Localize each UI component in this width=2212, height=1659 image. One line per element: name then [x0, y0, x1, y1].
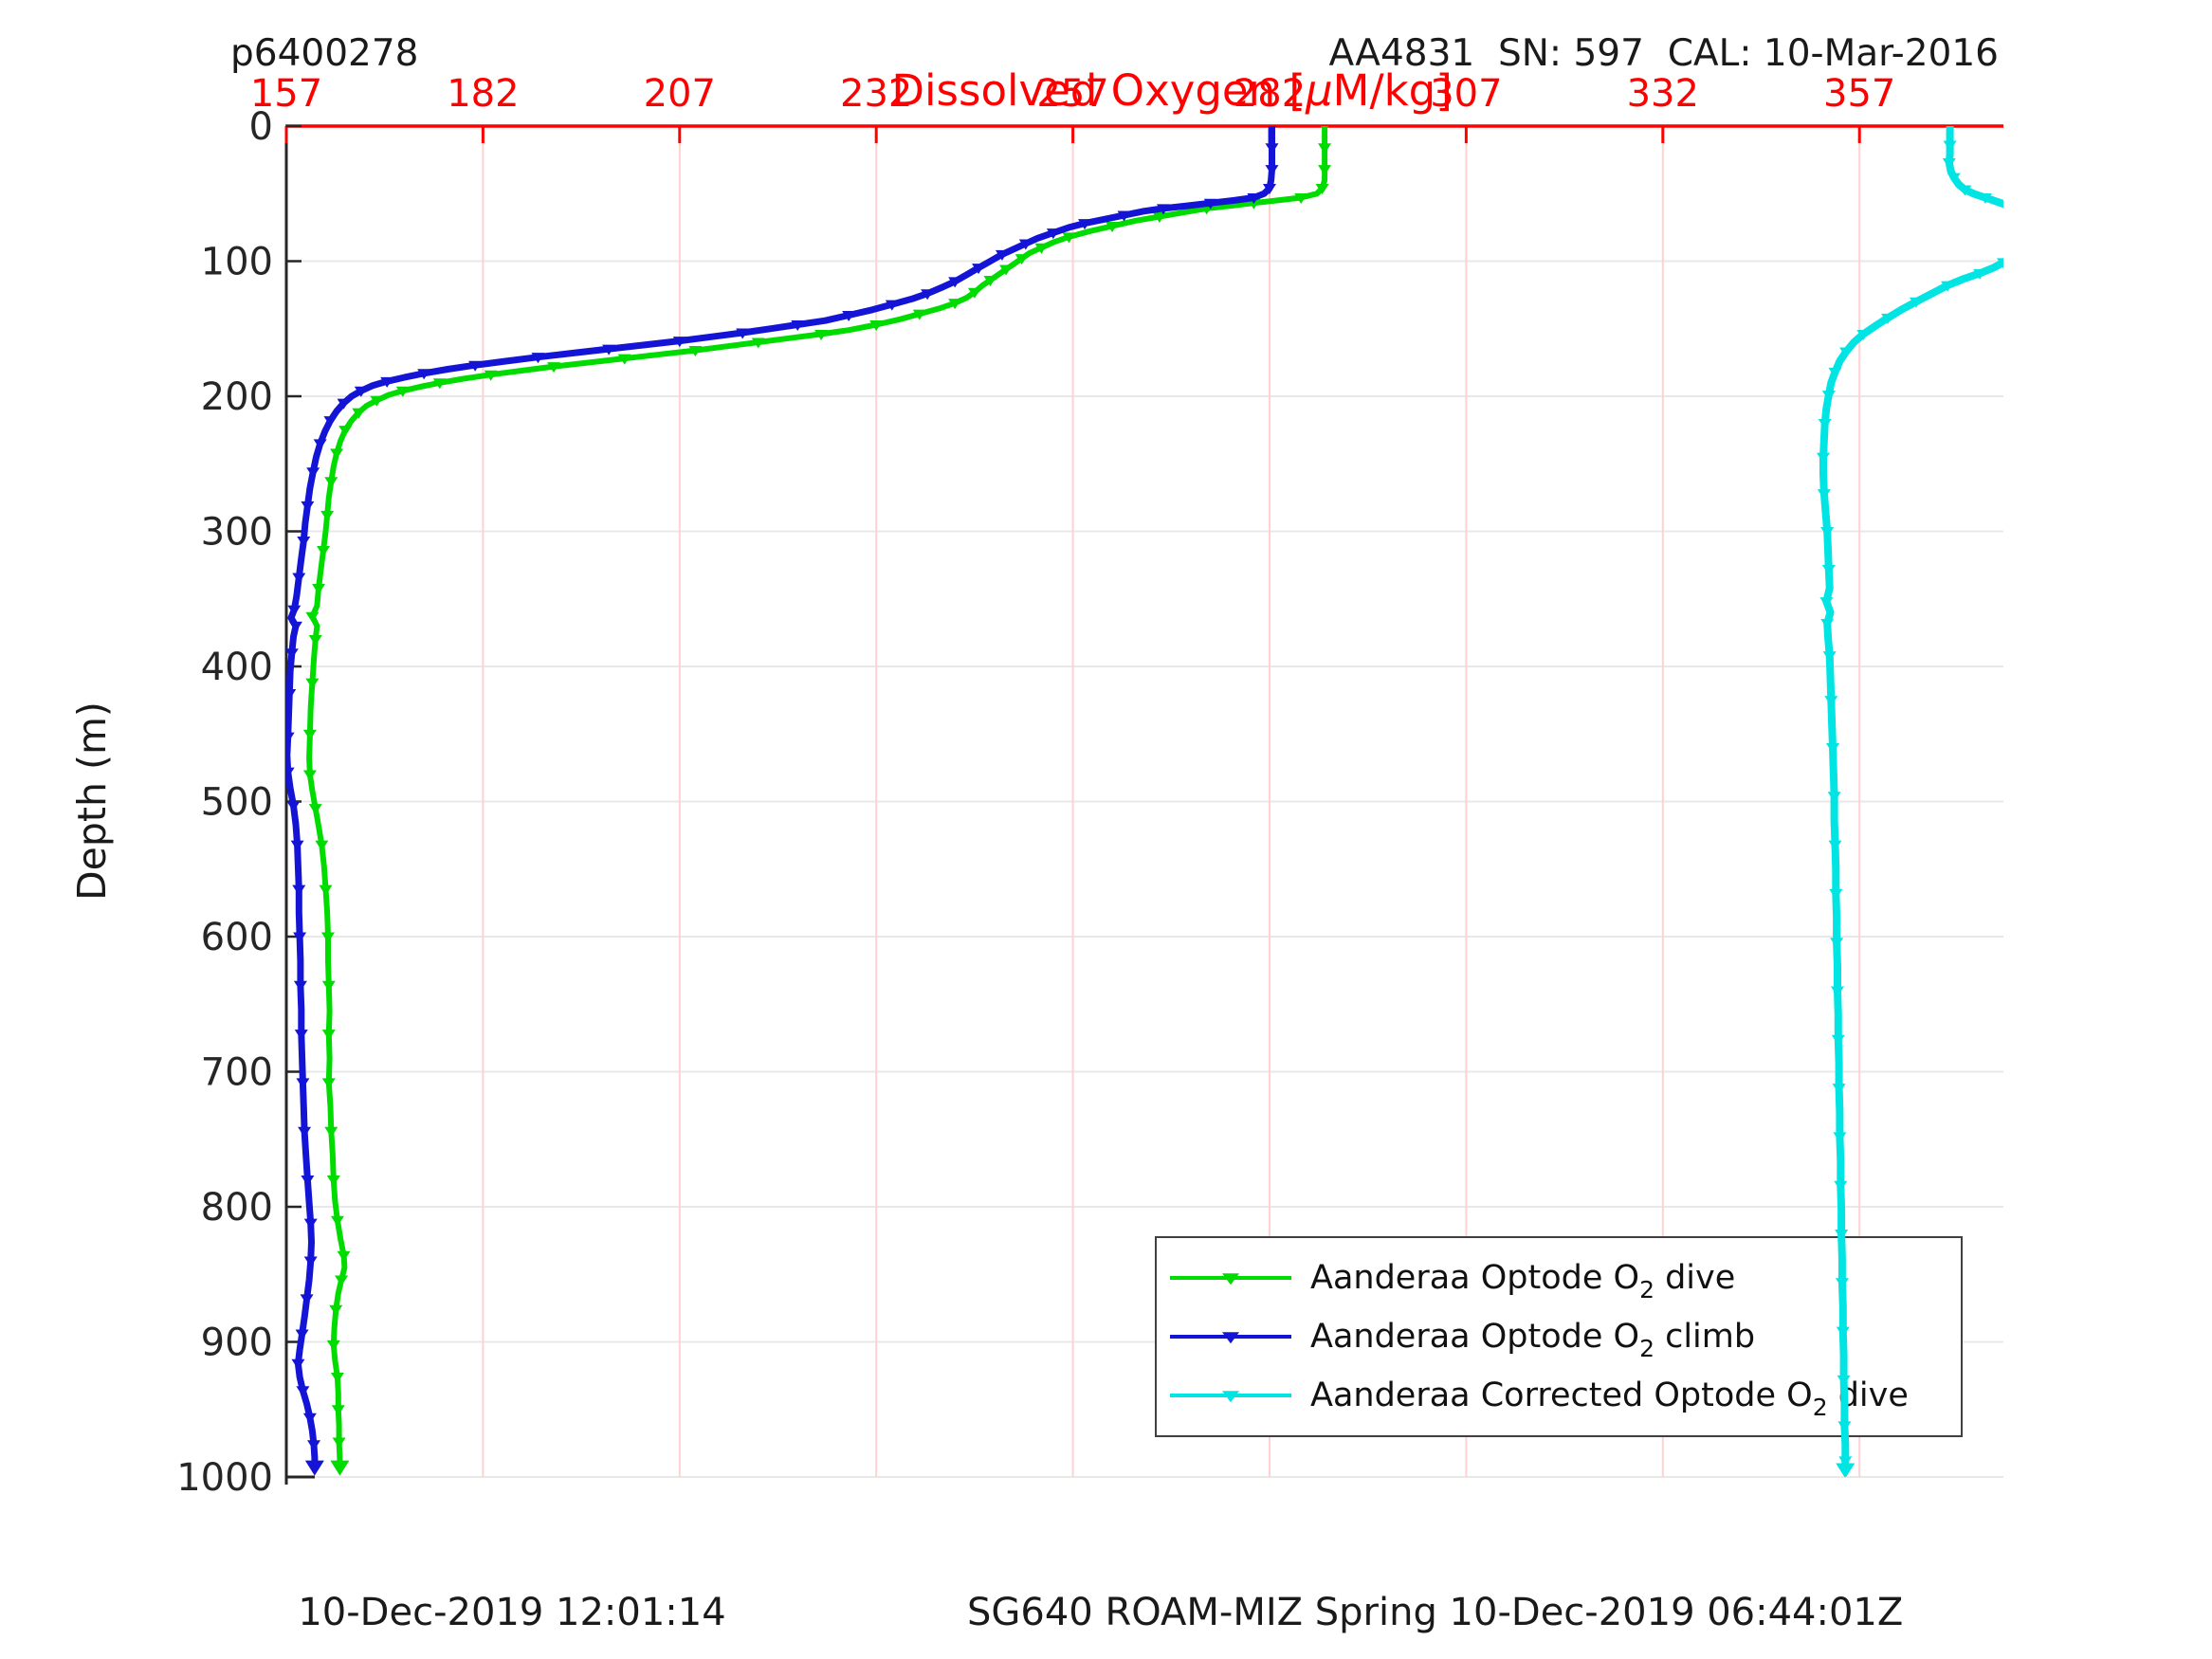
legend-line-sample [1170, 1273, 1291, 1285]
dive-id-annotation: p6400278 [230, 32, 419, 75]
legend: Aanderaa Optode O2 dive Aanderaa Optode … [1155, 1236, 1963, 1437]
triangle-down-marker-icon [1222, 1273, 1239, 1285]
x-tick-label: 332 [1627, 72, 1699, 116]
x-tick-label: 282 [1234, 72, 1306, 116]
triangle-down-marker-icon [1222, 1332, 1239, 1344]
y-tick-label: 200 [201, 375, 273, 419]
legend-label: Aanderaa Corrected Optode O2 dive [1310, 1376, 1909, 1421]
timestamp-annotation: 10-Dec-2019 12:01:14 [298, 1591, 726, 1634]
x-tick-label: 207 [644, 72, 716, 116]
legend-label: Aanderaa Optode O2 climb [1310, 1318, 1756, 1362]
legend-entry-dive: Aanderaa Optode O2 dive [1170, 1259, 1961, 1304]
legend-line-sample [1170, 1391, 1291, 1403]
x-tick-label: 157 [250, 72, 322, 116]
x-tick-label: 257 [1036, 72, 1108, 116]
x-tick-label: 232 [840, 72, 912, 116]
y-tick-label: 800 [201, 1186, 273, 1230]
legend-entry-corrected-dive: Aanderaa Corrected Optode O2 dive [1170, 1376, 1961, 1421]
legend-entry-climb: Aanderaa Optode O2 climb [1170, 1318, 1961, 1362]
triangle-down-marker-icon [1222, 1391, 1239, 1403]
legend-label: Aanderaa Optode O2 dive [1310, 1259, 1736, 1304]
sensor-calibration-annotation: AA4831 SN: 597 CAL: 10-Mar-2016 [1328, 32, 1999, 75]
x-tick-label: 307 [1430, 72, 1502, 116]
legend-line-sample [1170, 1332, 1291, 1344]
chart-title: Dissolved Oxygen [µM/kg] [891, 65, 1453, 116]
y-tick-label: 500 [201, 781, 273, 825]
x-tick-label: 182 [447, 72, 519, 116]
y-tick-label: 700 [201, 1051, 273, 1095]
y-tick-label: 0 [249, 105, 273, 149]
y-tick-label: 600 [201, 916, 273, 959]
y-tick-label: 300 [201, 511, 273, 555]
y-tick-label: 100 [201, 241, 273, 284]
y-tick-label: 400 [201, 646, 273, 689]
y-tick-label: 1000 [176, 1456, 273, 1500]
x-tick-label: 357 [1823, 72, 1895, 116]
y-tick-label: 900 [201, 1322, 273, 1365]
